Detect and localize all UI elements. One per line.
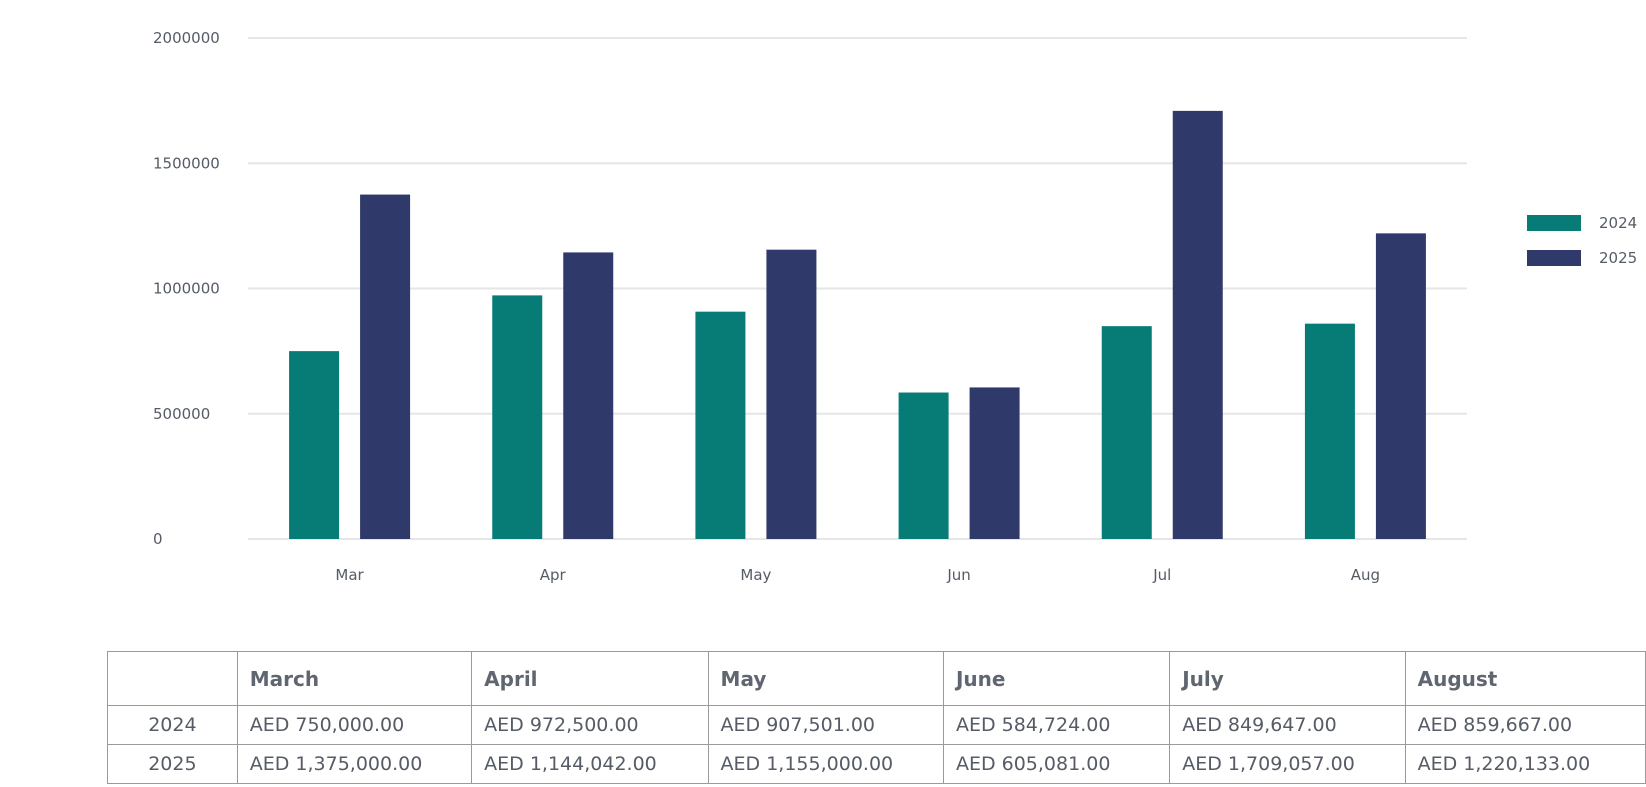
y-tick-label: 0 (153, 530, 163, 548)
bar-2024-Mar (289, 351, 340, 539)
table-row-label: 2024 (107, 705, 238, 745)
bar-2025-Jun (969, 387, 1020, 539)
y-tick-label: 1500000 (153, 154, 220, 172)
y-tick-label: 2000000 (153, 29, 220, 47)
bar-2024-Jun (898, 392, 949, 539)
bar-2024-Jul (1101, 326, 1152, 539)
data-table: March April May June July August 2024 AE… (107, 651, 1646, 784)
table-cell: AED 907,501.00 (707, 705, 944, 745)
bar-2025-Mar (360, 194, 411, 539)
table-header-cell (107, 651, 238, 706)
table-cell: AED 1,709,057.00 (1169, 744, 1406, 784)
y-axis-ticks: 0 500000 1000000 1500000 2000000 (153, 29, 220, 548)
legend-swatch (1527, 215, 1581, 231)
x-tick-label: Jul (1152, 566, 1171, 584)
table-header-row: March April May June July August (107, 651, 1646, 706)
legend-swatch (1527, 250, 1581, 266)
table-cell: AED 1,144,042.00 (471, 744, 709, 784)
bar-2025-May (766, 249, 817, 540)
table-cell: AED 1,375,000.00 (236, 744, 473, 784)
bar-2025-Jul (1172, 110, 1223, 539)
x-tick-label: May (740, 566, 771, 584)
table-cell: AED 859,667.00 (1404, 705, 1646, 745)
legend-label: 2025 (1599, 249, 1637, 267)
x-tick-label: Apr (540, 566, 567, 584)
table-header-cell: March (236, 651, 473, 706)
table-row: 2024 AED 750,000.00 AED 972,500.00 AED 9… (107, 705, 1646, 745)
table-header-cell: June (942, 651, 1171, 706)
table-cell: AED 849,647.00 (1169, 705, 1406, 745)
x-tick-label: Aug (1351, 566, 1380, 584)
bar-2025-Aug (1375, 233, 1426, 539)
table-cell: AED 972,500.00 (471, 705, 709, 745)
gridlines (248, 37, 1467, 540)
table-cell: AED 750,000.00 (236, 705, 473, 745)
table-header-cell: May (707, 651, 944, 706)
bar-chart: 0 500000 1000000 1500000 2000000 Mar Apr May Ju… (153, 29, 1637, 584)
bar-2024-Aug (1304, 323, 1355, 539)
x-axis-ticks: Mar Apr May Jun Jul Aug (335, 566, 1380, 584)
legend-label: 2024 (1599, 214, 1637, 232)
y-tick-label: 1000000 (153, 280, 220, 298)
bar-2024-May (695, 311, 746, 539)
table-cell: AED 605,081.00 (942, 744, 1171, 784)
table-cell: AED 1,155,000.00 (707, 744, 944, 784)
table-cell: AED 1,220,133.00 (1404, 744, 1646, 784)
table-cell: AED 584,724.00 (942, 705, 1171, 745)
table-header-cell: April (471, 651, 709, 706)
bar-2025-Apr (563, 252, 614, 539)
bars (289, 110, 1426, 540)
bar-2024-Apr (492, 295, 543, 539)
table-header-cell: August (1404, 651, 1646, 706)
x-tick-label: Mar (335, 566, 364, 584)
table-row: 2025 AED 1,375,000.00 AED 1,144,042.00 A… (107, 744, 1646, 784)
table-row-label: 2025 (107, 744, 238, 784)
y-tick-label: 500000 (153, 405, 210, 423)
legend: 2024 2025 (1527, 214, 1637, 267)
table-header-cell: July (1169, 651, 1406, 706)
x-tick-label: Jun (946, 566, 970, 584)
